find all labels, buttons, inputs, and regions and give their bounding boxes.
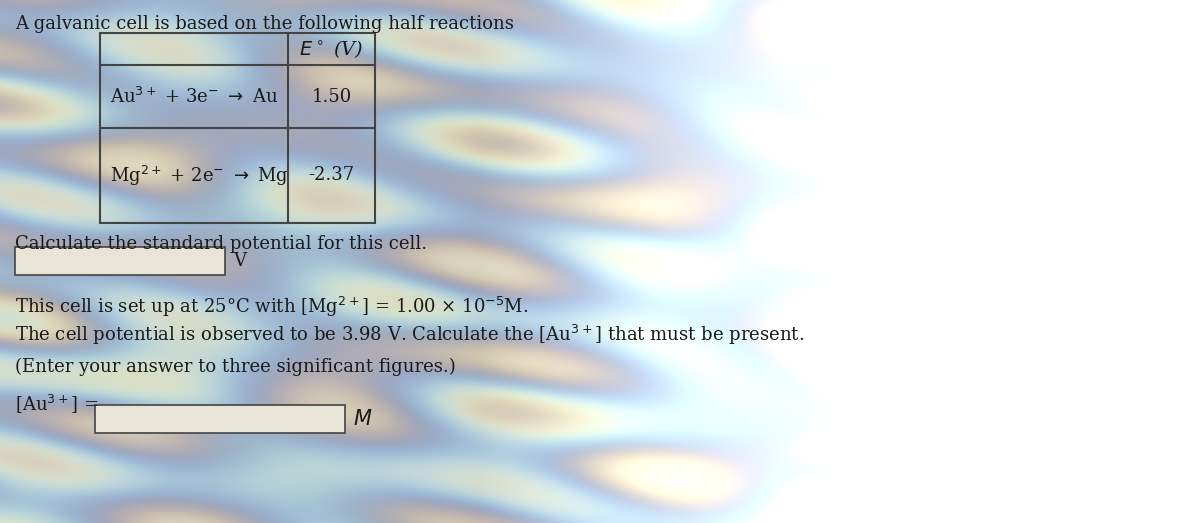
FancyBboxPatch shape: [95, 405, 346, 433]
Text: This cell is set up at 25°C with [Mg$^{2+}$] = 1.00 × 10$^{-5}$M.: This cell is set up at 25°C with [Mg$^{2…: [14, 295, 528, 319]
Text: Mg$^{2+}$ + 2e$^{-}$ $\rightarrow$ Mg: Mg$^{2+}$ + 2e$^{-}$ $\rightarrow$ Mg: [110, 164, 289, 188]
Text: 1.50: 1.50: [311, 87, 352, 106]
Text: (Enter your answer to three significant figures.): (Enter your answer to three significant …: [14, 358, 456, 376]
Text: V: V: [233, 252, 246, 270]
Text: $E^\circ$ (V): $E^\circ$ (V): [299, 38, 364, 60]
Text: $M$: $M$: [353, 409, 372, 429]
Text: -2.37: -2.37: [308, 166, 354, 185]
Text: Au$^{3+}$ + 3e$^{-}$ $\rightarrow$ Au: Au$^{3+}$ + 3e$^{-}$ $\rightarrow$ Au: [110, 86, 278, 107]
FancyBboxPatch shape: [14, 247, 226, 275]
Text: Calculate the standard potential for this cell.: Calculate the standard potential for thi…: [14, 235, 427, 253]
Text: The cell potential is observed to be 3.98 V. Calculate the [Au$^{3+}$] that must: The cell potential is observed to be 3.9…: [14, 323, 804, 347]
Text: [Au$^{3+}$] =: [Au$^{3+}$] =: [14, 393, 98, 416]
Text: A galvanic cell is based on the following half reactions: A galvanic cell is based on the followin…: [14, 15, 514, 33]
